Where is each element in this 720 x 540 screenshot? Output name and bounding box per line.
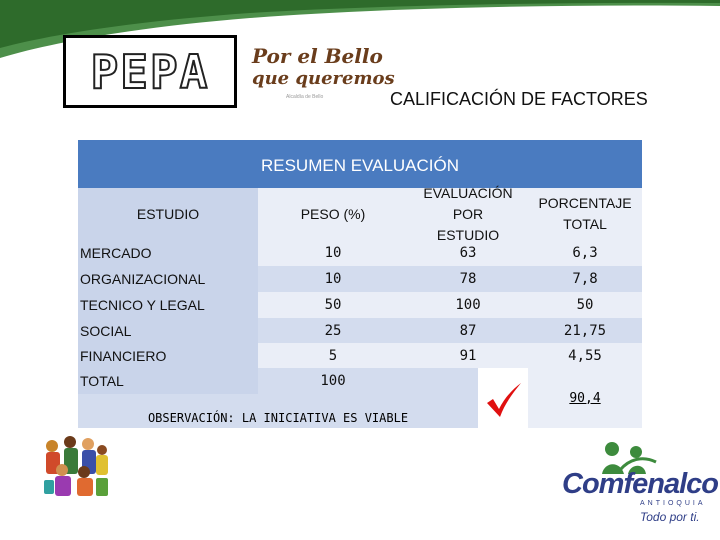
pepa-logo-text: PEPA bbox=[90, 44, 210, 100]
cell-peso: 10 bbox=[258, 240, 408, 266]
observation-text: OBSERVACIÓN: LA INICIATIVA ES VIABLE bbox=[78, 394, 478, 428]
bello-logo-line1: Por el Bello bbox=[252, 44, 383, 68]
comfenalco-figures-logo bbox=[602, 442, 657, 474]
comfenalco-region: ANTIOQUIA bbox=[640, 500, 706, 507]
top-decorative-swoosh bbox=[0, 0, 720, 58]
bello-logo: Por el Bello que queremos Alcaldía de Be… bbox=[248, 36, 395, 108]
cell-porcentaje: 6,3 bbox=[528, 240, 642, 266]
comfenalco-name: Comfenalco bbox=[562, 468, 719, 500]
cell-peso: 50 bbox=[258, 292, 408, 318]
page-title: CALIFICACIÓN DE FACTORES bbox=[390, 89, 648, 109]
cell-porcentaje: 4,55 bbox=[528, 343, 642, 368]
cell-evaluacion: 100 bbox=[408, 292, 528, 318]
pepa-logo: PEPA bbox=[63, 35, 237, 108]
total-peso: 100 bbox=[258, 368, 408, 394]
table-title: RESUMEN EVALUACIÓN bbox=[78, 140, 642, 188]
bello-logo-line2: que queremos bbox=[252, 68, 395, 89]
col-header-evaluacion: EVALUACIÓN POR ESTUDIO bbox=[408, 185, 528, 243]
cell-porcentaje: 21,75 bbox=[528, 318, 642, 343]
comfenalco-logo: Comfenalco ANTIOQUIA Todo por ti. bbox=[562, 440, 719, 532]
check-cell bbox=[478, 374, 528, 428]
cell-evaluacion: 63 bbox=[408, 240, 528, 266]
cell-evaluacion: 87 bbox=[408, 318, 528, 343]
cell-evaluacion: 78 bbox=[408, 266, 528, 292]
cell-peso: 5 bbox=[258, 343, 408, 368]
comfenalco-slogan: Todo por ti. bbox=[640, 510, 700, 524]
col-header-peso: PESO (%) bbox=[258, 188, 408, 240]
total-label: TOTAL bbox=[78, 368, 258, 394]
col-header-estudio: ESTUDIO bbox=[78, 188, 258, 240]
cell-porcentaje: 50 bbox=[528, 292, 642, 318]
total-porcentaje: 90,4 bbox=[569, 390, 601, 406]
total-porcentaje-cell: 90,4 bbox=[528, 368, 642, 428]
cell-peso: 10 bbox=[258, 266, 408, 292]
cell-estudio: ORGANIZACIONAL bbox=[78, 266, 258, 292]
total-blank-cell bbox=[408, 368, 478, 394]
bello-logo-subtitle: Alcaldía de Bello bbox=[286, 94, 324, 100]
cell-porcentaje: 7,8 bbox=[528, 266, 642, 292]
cell-estudio: TECNICO Y LEGAL bbox=[78, 292, 258, 318]
cell-peso: 25 bbox=[258, 318, 408, 343]
cell-estudio: MERCADO bbox=[78, 240, 258, 266]
cell-evaluacion: 91 bbox=[408, 343, 528, 368]
cell-estudio: FINANCIERO bbox=[78, 343, 258, 368]
checkmark-icon bbox=[487, 383, 521, 417]
cell-estudio: SOCIAL bbox=[78, 318, 258, 343]
people-clipart bbox=[44, 436, 108, 496]
col-header-porcentaje: PORCENTAJE TOTAL bbox=[528, 188, 642, 240]
